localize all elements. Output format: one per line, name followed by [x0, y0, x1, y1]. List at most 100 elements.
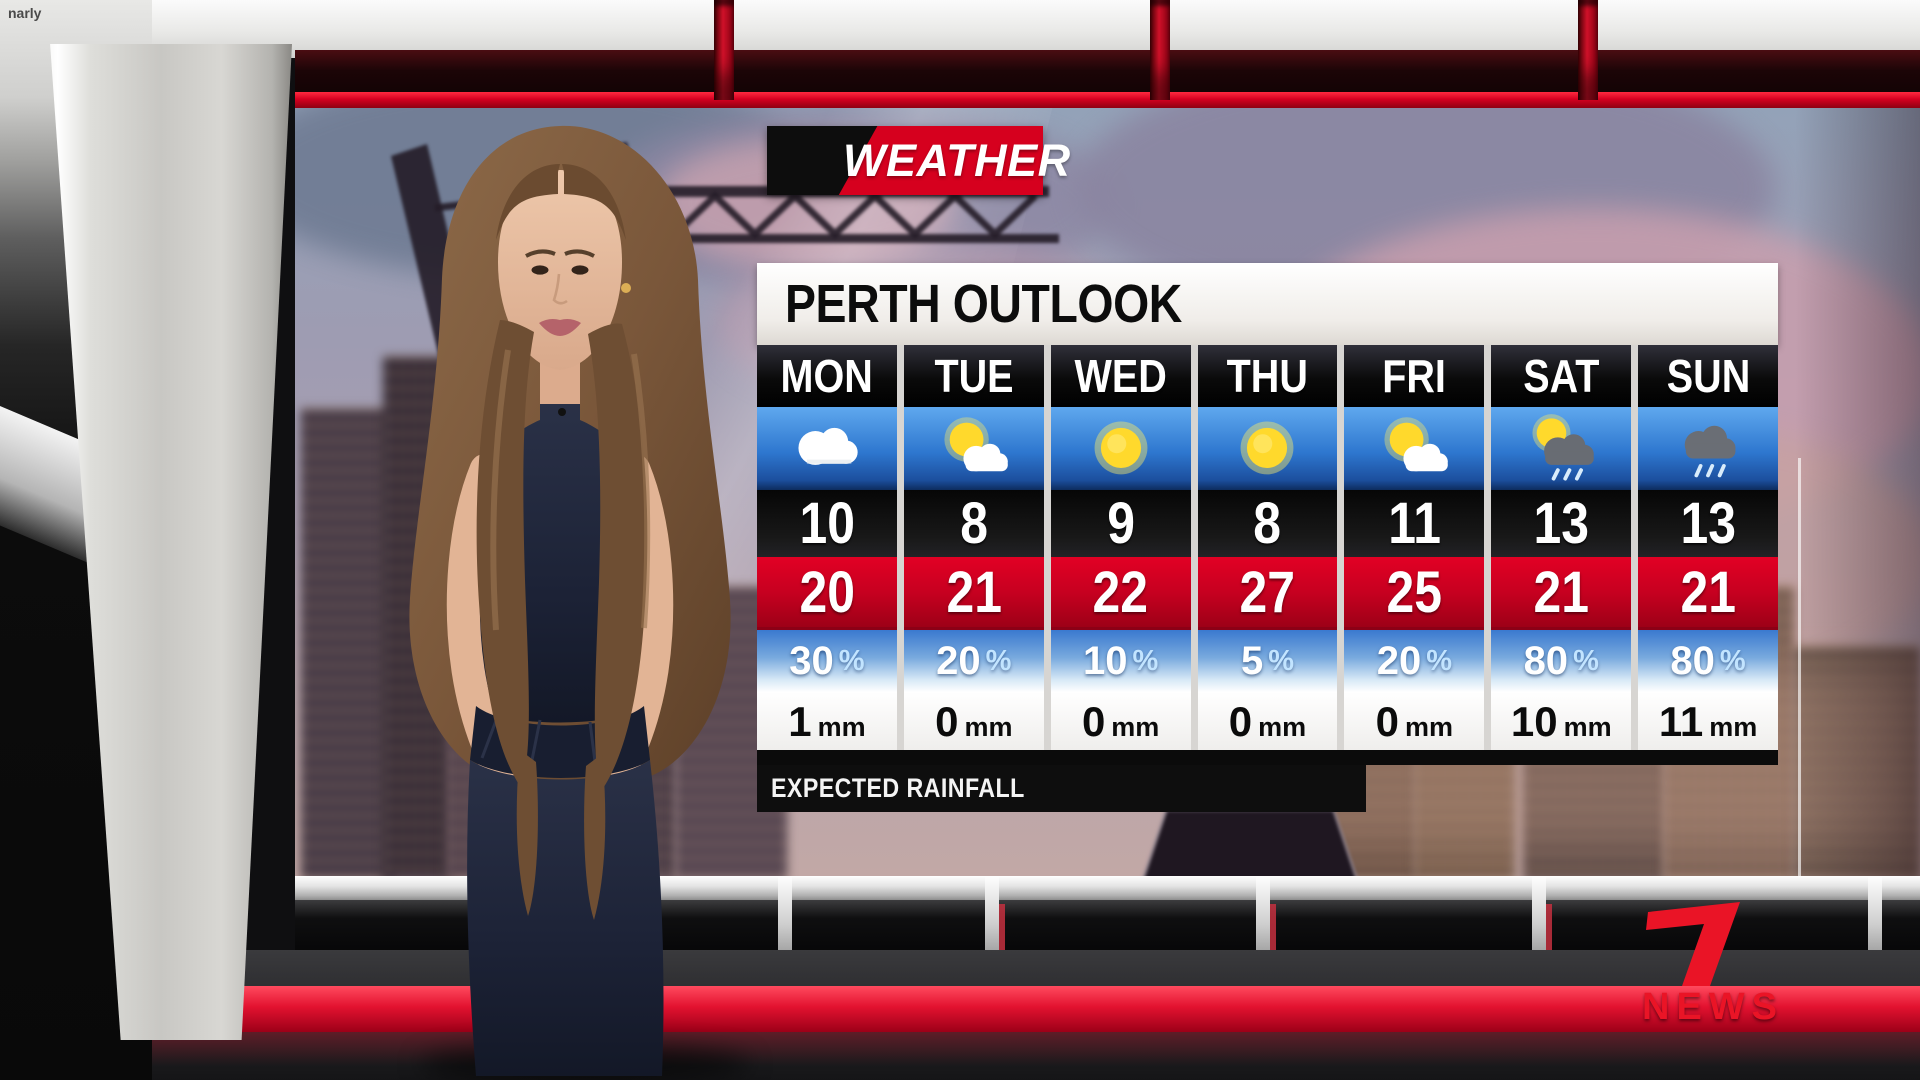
rain-amount: 0 mm: [1050, 692, 1191, 750]
weather-icon-rain: [1638, 407, 1778, 490]
max-temp: 21: [946, 559, 1002, 625]
red-accent-bar: [1150, 0, 1170, 100]
presenter: [409, 125, 731, 1076]
rain-chance: 20%: [903, 627, 1044, 692]
forecast-day-column: MON 10 20 30% 1 mm: [757, 345, 897, 750]
eyebrow: [564, 249, 595, 258]
red-floor-stripe: [0, 986, 1920, 1032]
forecast-day-column: SAT 13 21 80% 10 mm: [1491, 345, 1632, 750]
min-temp: 9: [1106, 491, 1135, 556]
day-label: WED: [1074, 350, 1167, 402]
news-wordmark: NEWS: [1642, 986, 1784, 1028]
desk-end-cap: [1868, 876, 1882, 958]
hair-part-left: [496, 164, 560, 240]
watermark: narly: [8, 5, 42, 21]
wall-edge-shade: [1795, 108, 1920, 880]
rain-amount: 0 mm: [1344, 692, 1485, 750]
day-label: MON: [780, 350, 874, 402]
hair-front-right: [588, 323, 648, 790]
red-accent-bar: [1578, 0, 1598, 100]
desk-end-cap: [985, 876, 999, 958]
percent-unit: %: [838, 644, 865, 677]
percent-unit: %: [1426, 644, 1452, 677]
day-label: SUN: [1666, 350, 1750, 402]
min-temp: 11: [1387, 491, 1441, 556]
eye: [531, 265, 549, 275]
weather-banner-label: WEATHER: [843, 134, 1071, 186]
forecast-panel: PERTH OUTLOOK MON 10 20 30% 1 mm TUE 8 21…: [757, 263, 1778, 812]
desk-end-cap: [1256, 876, 1270, 958]
day-label: THU: [1226, 350, 1309, 402]
mm-unit: mm: [1709, 712, 1758, 742]
face: [498, 170, 622, 370]
lapel-mic: [558, 408, 566, 416]
weather-icon-sunny: [1197, 407, 1338, 490]
mm-unit: mm: [1563, 712, 1612, 742]
rain-chance: 5%: [1197, 627, 1338, 692]
studio-ceiling: [0, 0, 1920, 58]
ceiling-shadow-band: [295, 50, 1920, 96]
expected-rainfall-bar: EXPECTED RAINFALL: [757, 765, 1366, 812]
percent-unit: %: [1573, 644, 1599, 677]
lips: [539, 319, 581, 336]
day-label: TUE: [934, 350, 1014, 402]
forecast-bottom-border: [757, 750, 1778, 765]
rain-amount: 11 mm: [1638, 692, 1778, 750]
seven-logo-icon: [1646, 902, 1740, 986]
expected-rainfall-label: EXPECTED RAINFALL: [771, 773, 1025, 803]
rain-amount: 1 mm: [757, 692, 897, 750]
forecast-day-column: FRI 11 25 20% 0 mm: [1344, 345, 1485, 750]
weather-icon-cloudy: [757, 407, 897, 490]
hair-lock: [516, 750, 538, 916]
desk-red-glint: [1270, 904, 1276, 950]
city-building: [301, 408, 393, 880]
min-temp: 8: [1253, 491, 1282, 556]
mm-unit: mm: [1258, 712, 1307, 742]
rain-amount: 10 mm: [1491, 692, 1632, 750]
day-label: FRI: [1382, 350, 1447, 402]
floor-stripe-reflection: [0, 1032, 1920, 1066]
max-temp: 27: [1239, 559, 1296, 625]
city-building: [1793, 646, 1920, 880]
percent-unit: %: [985, 644, 1012, 677]
desk-end-cap: [778, 876, 792, 958]
rain-amount: 0 mm: [903, 692, 1044, 750]
percent-unit: %: [1719, 644, 1746, 677]
weather-icon-partly-cloudy: [1344, 407, 1485, 490]
forecast-day-column: SUN 13 21 80% 11 mm: [1638, 345, 1778, 750]
rain-chance: 20%: [1344, 627, 1485, 692]
min-temp: 8: [959, 491, 988, 556]
skirt: [467, 760, 664, 1076]
percent-unit: %: [1268, 644, 1295, 677]
day-label: SAT: [1523, 350, 1600, 402]
min-temp: 10: [799, 491, 855, 556]
hair-front-left: [476, 320, 534, 786]
weather-banner: WEATHER: [767, 126, 1070, 195]
red-accent-bar: [714, 0, 734, 100]
weather-icon-sun-shower: [1491, 407, 1632, 490]
percent-unit: %: [1132, 644, 1159, 677]
rain-chance: 30%: [757, 627, 897, 692]
red-accent-line: [295, 92, 1920, 108]
max-temp: 22: [1092, 559, 1149, 625]
desk-end-cap: [1532, 876, 1546, 958]
rain-chance: 80%: [1491, 627, 1632, 692]
forecast-day-column: THU 8 27 5% 0 mm: [1197, 345, 1338, 750]
hair-part-right: [562, 164, 626, 240]
min-temp: 13: [1533, 491, 1589, 556]
desk-red-glint: [1546, 904, 1552, 950]
wall-corner-highlight: [1798, 458, 1801, 880]
desk-red-glint: [999, 904, 1005, 950]
forecast-grid: MON 10 20 30% 1 mm TUE 8 21 20% 0 mm WED 9…: [757, 345, 1778, 750]
forecast-day-column: WED 9 22 10% 0 mm: [1050, 345, 1191, 750]
max-temp: 21: [1533, 559, 1589, 625]
max-temp: 21: [1680, 559, 1736, 625]
hair-lock: [584, 754, 606, 920]
eye: [571, 265, 589, 275]
rain-chance: 10%: [1050, 627, 1191, 692]
forecast-title-bar: PERTH OUTLOOK: [757, 263, 1778, 345]
mm-unit: mm: [817, 712, 866, 742]
rain-amount: 0 mm: [1197, 692, 1338, 750]
max-temp: 20: [799, 559, 855, 625]
seven-news-logo: NEWS: [1612, 884, 1812, 1034]
